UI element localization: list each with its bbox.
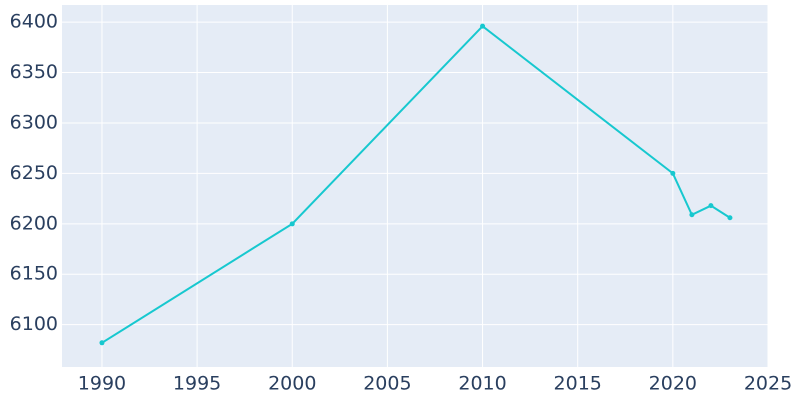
x-tick-label: 2005 bbox=[363, 373, 411, 395]
x-tick-label: 2000 bbox=[268, 373, 316, 395]
x-tick-label: 1990 bbox=[78, 373, 126, 395]
marker bbox=[289, 221, 295, 227]
x-tick-label: 2025 bbox=[744, 373, 792, 395]
marker bbox=[99, 340, 105, 346]
marker bbox=[480, 23, 486, 29]
x-tick-label: 2015 bbox=[554, 373, 602, 395]
x-tick-label: 2010 bbox=[458, 373, 506, 395]
x-tick-label: 2020 bbox=[649, 373, 697, 395]
y-tick-label: 6100 bbox=[10, 313, 58, 335]
marker bbox=[689, 212, 695, 218]
marker bbox=[727, 215, 733, 221]
plot-area bbox=[62, 5, 768, 367]
x-tick-label: 1995 bbox=[173, 373, 221, 395]
y-tick-label: 6400 bbox=[10, 11, 58, 33]
y-tick-label: 6350 bbox=[10, 61, 58, 83]
y-tick-label: 6200 bbox=[10, 212, 58, 234]
y-tick-label: 6250 bbox=[10, 162, 58, 184]
y-tick-label: 6300 bbox=[10, 111, 58, 133]
y-tick-label: 6150 bbox=[10, 263, 58, 285]
marker bbox=[708, 203, 714, 209]
marker bbox=[670, 170, 676, 176]
